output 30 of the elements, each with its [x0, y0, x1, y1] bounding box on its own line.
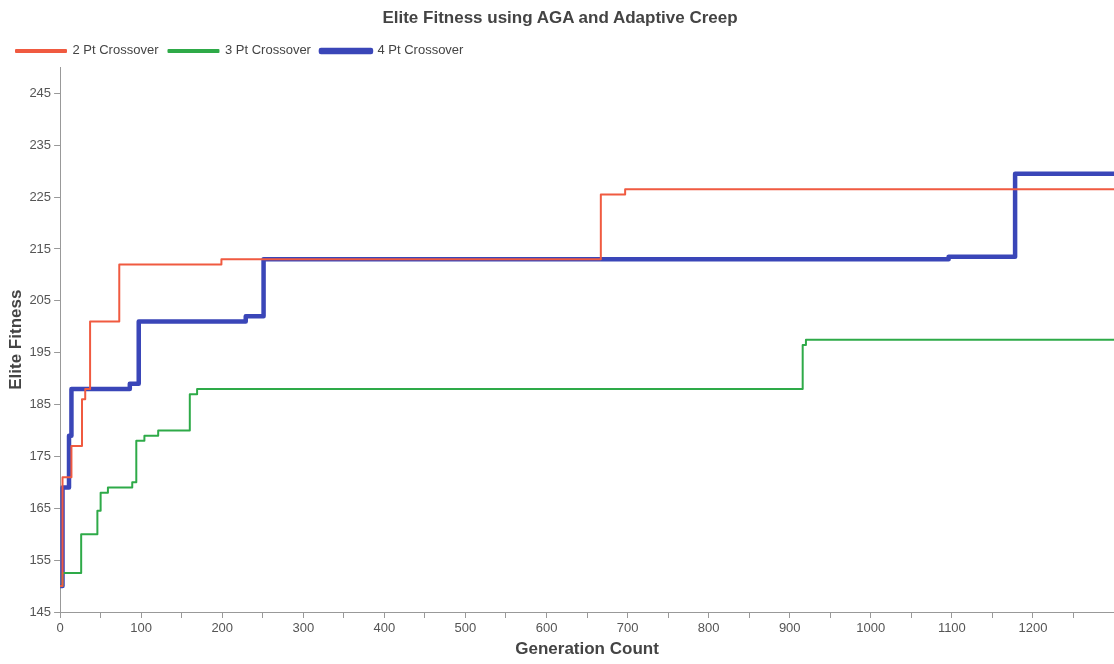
chart-title: Elite Fitness using AGA and Adaptive Creep: [382, 7, 738, 27]
x-tick-label: 900: [778, 620, 801, 636]
legend-label: 2 Pt Crossover: [72, 42, 160, 58]
x-tick-label: 100: [130, 620, 153, 636]
y-tick-label: 145: [29, 603, 52, 619]
x-tick-label: 600: [535, 620, 558, 636]
legend-label: 4 Pt Crossover: [377, 42, 465, 58]
x-axis-title: Generation Count: [515, 639, 660, 659]
x-tick-label: 400: [373, 620, 396, 636]
x-tick-label: 300: [292, 620, 315, 636]
y-tick-label: 165: [29, 499, 52, 515]
x-tick-label: 1200: [1018, 620, 1048, 636]
y-tick-label: 195: [29, 344, 52, 360]
y-tick-label: 205: [29, 292, 52, 308]
x-tick-label: 200: [211, 620, 234, 636]
y-tick-label: 225: [29, 188, 52, 204]
x-tick-label: 700: [616, 620, 639, 636]
y-tick-label: 155: [29, 551, 52, 567]
x-tick-label: 1000: [856, 620, 886, 636]
legend-label: 3 Pt Crossover: [224, 42, 312, 58]
y-tick-label: 245: [29, 84, 52, 100]
x-tick-label: 800: [697, 620, 720, 636]
y-tick-label: 235: [29, 136, 52, 152]
y-tick-label: 185: [29, 396, 52, 412]
x-tick-label: 500: [454, 620, 477, 636]
x-tick-label: 0: [56, 620, 64, 636]
y-axis-title: Elite Fitness: [5, 289, 25, 390]
y-tick-label: 215: [29, 240, 52, 256]
x-tick-label: 1100: [937, 620, 966, 636]
y-tick-label: 175: [29, 447, 52, 463]
